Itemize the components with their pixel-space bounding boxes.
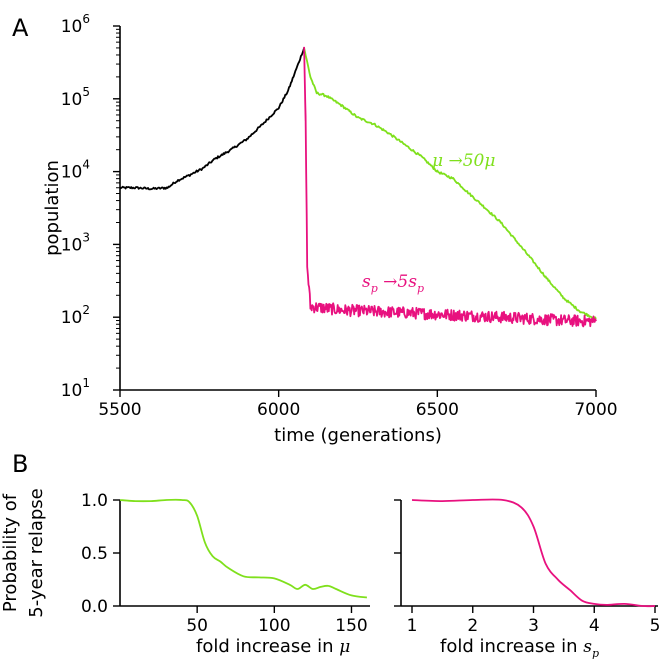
x-tick-label: 5500 (98, 400, 141, 420)
panel-b-label: B (12, 450, 28, 478)
x-tick-label: 150 (335, 616, 367, 636)
y-tick-label: 0.0 (81, 597, 108, 617)
y-tick-label: 105 (61, 85, 90, 110)
panel-b-left-y-label-line1: Probability of (0, 493, 21, 612)
panel-b-right-x-label: fold increase in sp (440, 636, 599, 659)
panel-a-chart: 5500 6000 6500 7000 101 102 103 104 105 106 time… (42, 12, 618, 446)
y-tick-label: 106 (61, 12, 90, 37)
panel-b-left-chart: 50 100 150 0.0 0.5 1.0 fold increase in μ Pr… (0, 488, 370, 657)
series-line-1 (303, 47, 597, 320)
panel-b-left-y-ticks: 0.0 0.5 1.0 (81, 491, 120, 617)
panel-a-x-ticks: 5500 6000 6500 7000 (98, 390, 618, 420)
series-line-sp (411, 498, 656, 608)
panel-b-right-chart: 1 2 3 4 5 fold increase in sp (394, 498, 661, 659)
annotation-sp: sp →5sp (362, 272, 424, 295)
y-tick-label: 101 (61, 376, 90, 401)
panel-b-left-y-label-line2: 5-year relapse (26, 488, 47, 618)
panel-b-left-x-ticks: 50 100 150 (186, 606, 368, 636)
x-tick-label: 1 (407, 616, 418, 636)
y-tick-label: 104 (61, 158, 90, 183)
annotation-mu: μ →50μ (432, 151, 495, 171)
x-tick-label: 6500 (416, 400, 459, 420)
panel-a-x-label: time (generations) (274, 425, 442, 446)
panel-b-right-y-ticks (394, 499, 401, 607)
series-line-mu (119, 498, 368, 599)
x-tick-label: 2 (467, 616, 478, 636)
panel-a-label: A (12, 14, 29, 42)
x-tick-label: 50 (186, 616, 208, 636)
x-tick-label: 6000 (257, 400, 300, 420)
panel-b-left-series (119, 498, 368, 599)
x-tick-label: 100 (258, 616, 290, 636)
x-tick-label: 5 (650, 616, 661, 636)
panel-a-y-label: population (42, 160, 63, 256)
y-tick-label: 0.5 (81, 544, 108, 564)
x-tick-label: 7000 (574, 400, 617, 420)
x-tick-label: 3 (528, 616, 539, 636)
panel-b-right-x-ticks: 1 2 3 4 5 (407, 606, 661, 636)
panel-b-left-x-label: fold increase in μ (196, 636, 350, 657)
panel-a-series (119, 46, 597, 328)
series-line-0 (119, 47, 305, 191)
x-tick-label: 4 (589, 616, 600, 636)
y-tick-label: 1.0 (81, 491, 108, 511)
y-tick-label: 103 (61, 230, 90, 255)
series-line-2 (303, 46, 597, 328)
panel-a-y-ticks: 101 102 103 104 105 106 (61, 12, 120, 401)
y-tick-label: 102 (61, 303, 90, 328)
panel-b-right-series (411, 498, 656, 608)
